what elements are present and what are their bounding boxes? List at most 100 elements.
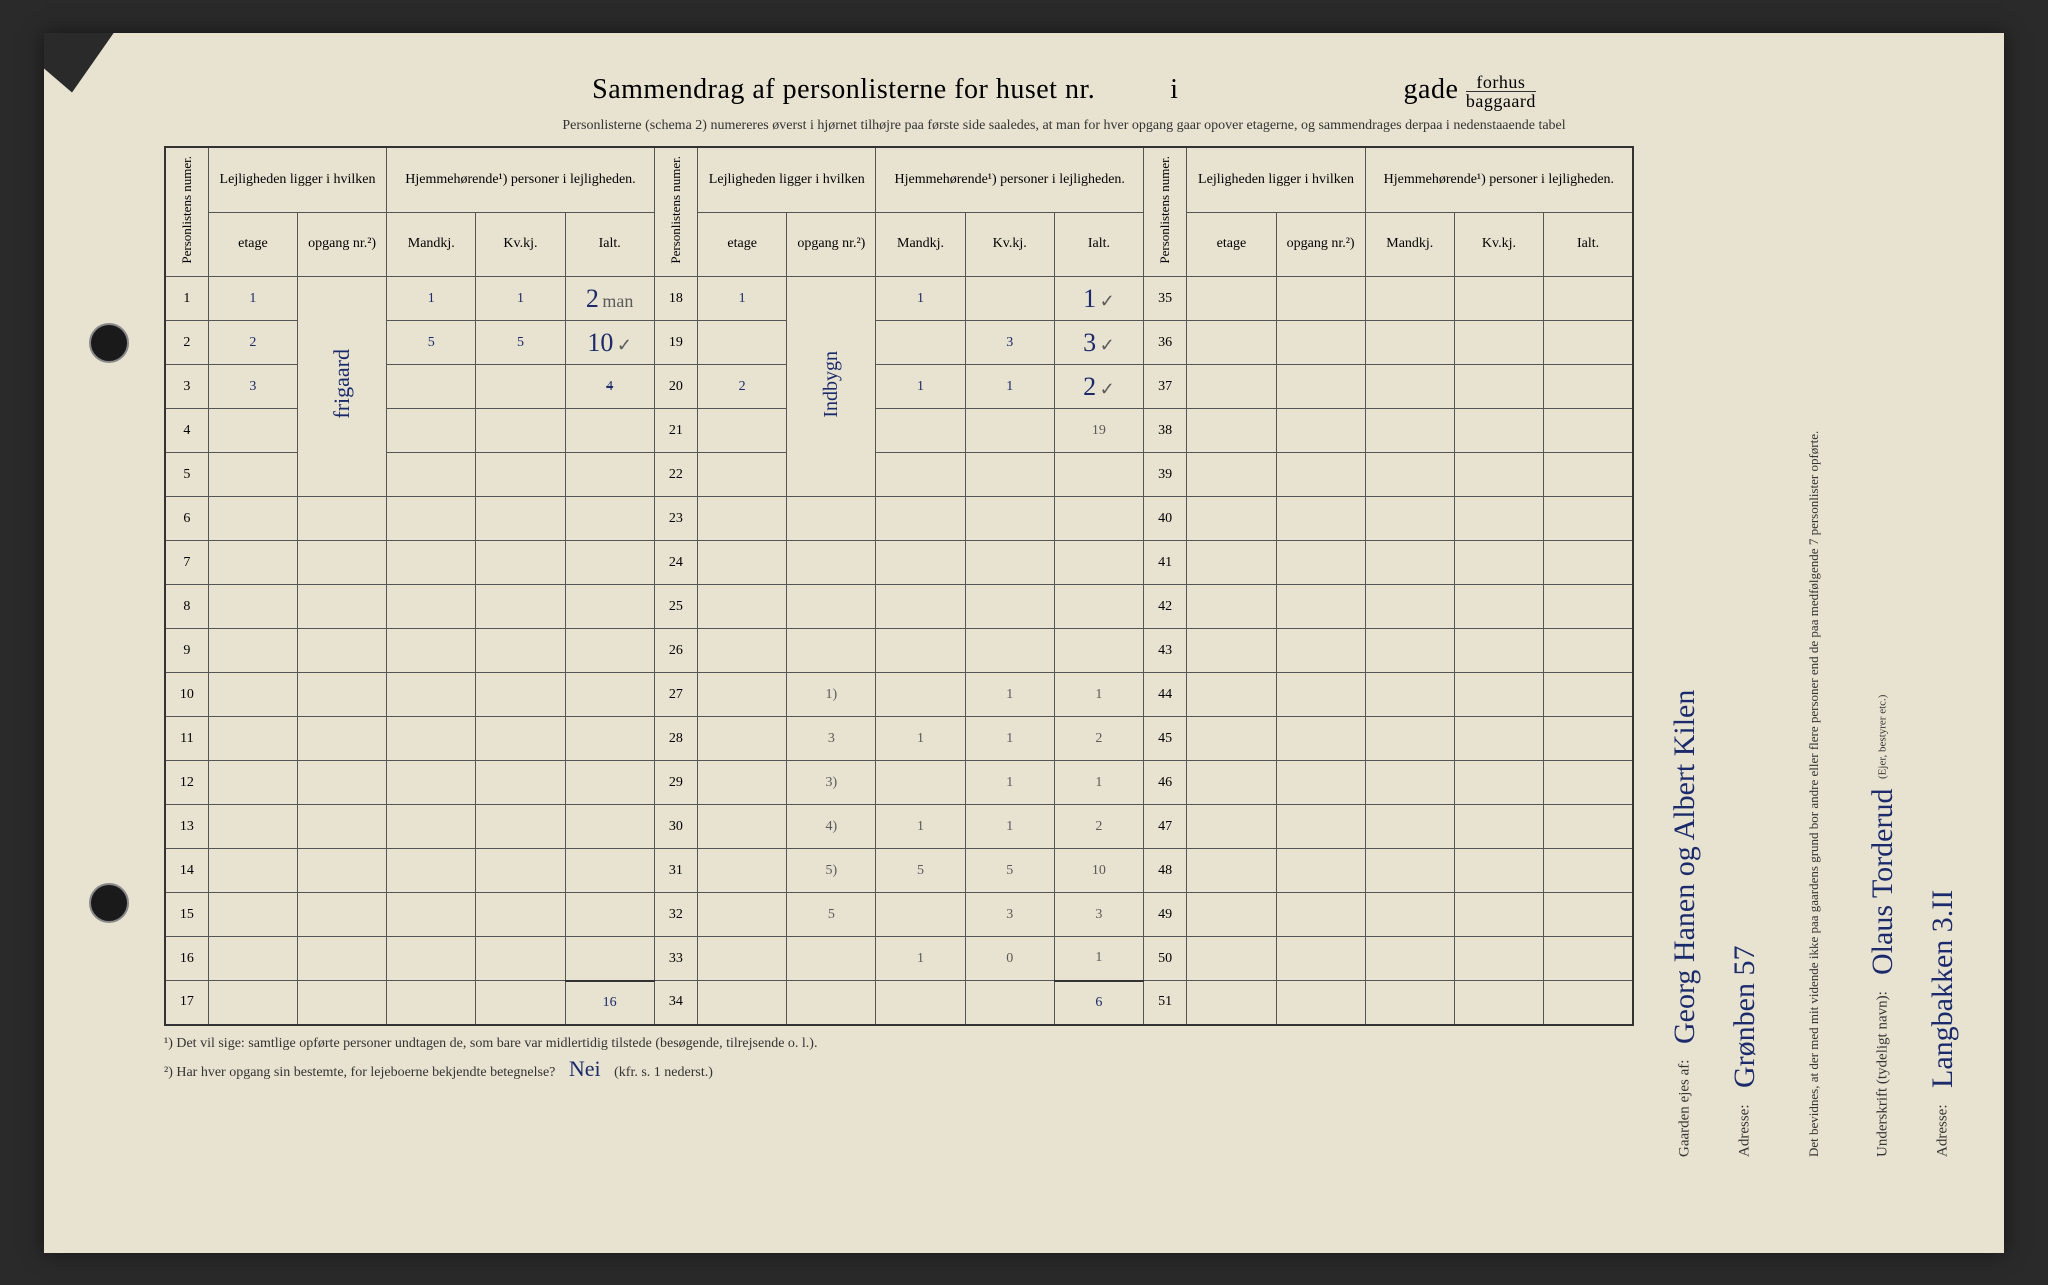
table-row: 1128311245 bbox=[165, 717, 1633, 761]
data-cell bbox=[476, 673, 565, 717]
table-row: 163310150 bbox=[165, 937, 1633, 981]
row-number: 50 bbox=[1144, 937, 1187, 981]
row-number: 9 bbox=[165, 629, 208, 673]
title-fraction: forhus baggaard bbox=[1466, 73, 1536, 110]
data-cell bbox=[208, 629, 297, 673]
row-number: 49 bbox=[1144, 893, 1187, 937]
data-cell bbox=[208, 937, 297, 981]
row-number: 21 bbox=[654, 409, 697, 453]
data-cell bbox=[1187, 365, 1276, 409]
data-cell bbox=[787, 981, 876, 1025]
data-cell: 4 bbox=[565, 365, 654, 409]
data-cell bbox=[476, 893, 565, 937]
data-cell bbox=[698, 585, 787, 629]
data-cell bbox=[476, 805, 565, 849]
data-cell bbox=[698, 629, 787, 673]
data-cell bbox=[1365, 497, 1454, 541]
data-cell bbox=[1365, 673, 1454, 717]
data-cell: 1 bbox=[1054, 673, 1143, 717]
data-cell bbox=[965, 629, 1054, 673]
data-cell: 16 bbox=[565, 981, 654, 1025]
table-row: 13304)11247 bbox=[165, 805, 1633, 849]
data-cell bbox=[298, 849, 387, 893]
data-cell: 3 ✓ bbox=[1054, 321, 1143, 365]
col-hjemme-c: Hjemmehørende¹) personer i lejligheden. bbox=[1365, 147, 1633, 213]
data-cell bbox=[387, 981, 476, 1025]
data-cell bbox=[787, 629, 876, 673]
data-cell bbox=[1365, 585, 1454, 629]
data-cell: 5 bbox=[965, 849, 1054, 893]
data-cell bbox=[698, 805, 787, 849]
data-cell bbox=[1276, 585, 1365, 629]
row-number: 17 bbox=[165, 981, 208, 1025]
data-cell: 3 bbox=[208, 365, 297, 409]
data-cell bbox=[1544, 585, 1633, 629]
data-cell bbox=[298, 761, 387, 805]
data-cell bbox=[387, 805, 476, 849]
sub-opgang-a: opgang nr.²) bbox=[298, 212, 387, 276]
data-cell bbox=[876, 761, 965, 805]
data-cell bbox=[1365, 277, 1454, 321]
data-cell bbox=[1454, 717, 1543, 761]
data-cell bbox=[208, 585, 297, 629]
table-body: 11frigaard112 man181Indbygn11 ✓35225510 … bbox=[165, 277, 1633, 1025]
data-cell bbox=[876, 409, 965, 453]
data-cell bbox=[208, 541, 297, 585]
row-number: 10 bbox=[165, 673, 208, 717]
row-number: 22 bbox=[654, 453, 697, 497]
row-number: 51 bbox=[1144, 981, 1187, 1025]
sub-etage-b: etage bbox=[698, 212, 787, 276]
sub-kvkj-c: Kv.kj. bbox=[1454, 212, 1543, 276]
data-cell: 1) bbox=[787, 673, 876, 717]
row-number: 34 bbox=[654, 981, 697, 1025]
data-cell bbox=[387, 849, 476, 893]
table-row: 171634651 bbox=[165, 981, 1633, 1025]
data-cell bbox=[1365, 321, 1454, 365]
sub-ialt-c: Ialt. bbox=[1544, 212, 1633, 276]
data-cell bbox=[476, 849, 565, 893]
data-cell bbox=[298, 629, 387, 673]
data-cell bbox=[1276, 365, 1365, 409]
data-cell: 10 ✓ bbox=[565, 321, 654, 365]
data-cell bbox=[1544, 981, 1633, 1025]
row-number: 1 bbox=[165, 277, 208, 321]
data-cell: 2 man bbox=[565, 277, 654, 321]
data-cell bbox=[1276, 805, 1365, 849]
data-cell bbox=[476, 365, 565, 409]
data-cell bbox=[565, 629, 654, 673]
owner-name: Georg Hanen og Albert Kilen bbox=[1664, 679, 1706, 1053]
data-cell bbox=[298, 805, 387, 849]
data-cell bbox=[208, 981, 297, 1025]
data-cell: 2 bbox=[208, 321, 297, 365]
data-cell bbox=[476, 409, 565, 453]
data-cell bbox=[208, 453, 297, 497]
data-cell bbox=[876, 893, 965, 937]
data-cell: 5) bbox=[787, 849, 876, 893]
data-cell bbox=[698, 321, 787, 365]
data-cell bbox=[965, 277, 1054, 321]
data-cell bbox=[1187, 761, 1276, 805]
signature-name: Olaus Torderud bbox=[1862, 778, 1904, 984]
data-cell bbox=[565, 937, 654, 981]
row-number: 14 bbox=[165, 849, 208, 893]
data-cell bbox=[476, 585, 565, 629]
data-cell bbox=[565, 673, 654, 717]
data-cell bbox=[1187, 805, 1276, 849]
data-cell bbox=[1187, 497, 1276, 541]
row-number: 30 bbox=[654, 805, 697, 849]
data-cell: 1 bbox=[876, 365, 965, 409]
data-cell bbox=[876, 629, 965, 673]
data-cell: 2 bbox=[698, 365, 787, 409]
data-cell: 1 bbox=[698, 277, 787, 321]
data-cell bbox=[1187, 673, 1276, 717]
data-cell bbox=[1054, 541, 1143, 585]
data-cell bbox=[1454, 409, 1543, 453]
data-cell bbox=[1454, 761, 1543, 805]
data-cell bbox=[387, 365, 476, 409]
data-cell bbox=[1454, 937, 1543, 981]
row-number: 39 bbox=[1144, 453, 1187, 497]
table-row: 12293)1146 bbox=[165, 761, 1633, 805]
data-cell bbox=[1544, 365, 1633, 409]
data-cell bbox=[1454, 541, 1543, 585]
data-cell bbox=[298, 937, 387, 981]
